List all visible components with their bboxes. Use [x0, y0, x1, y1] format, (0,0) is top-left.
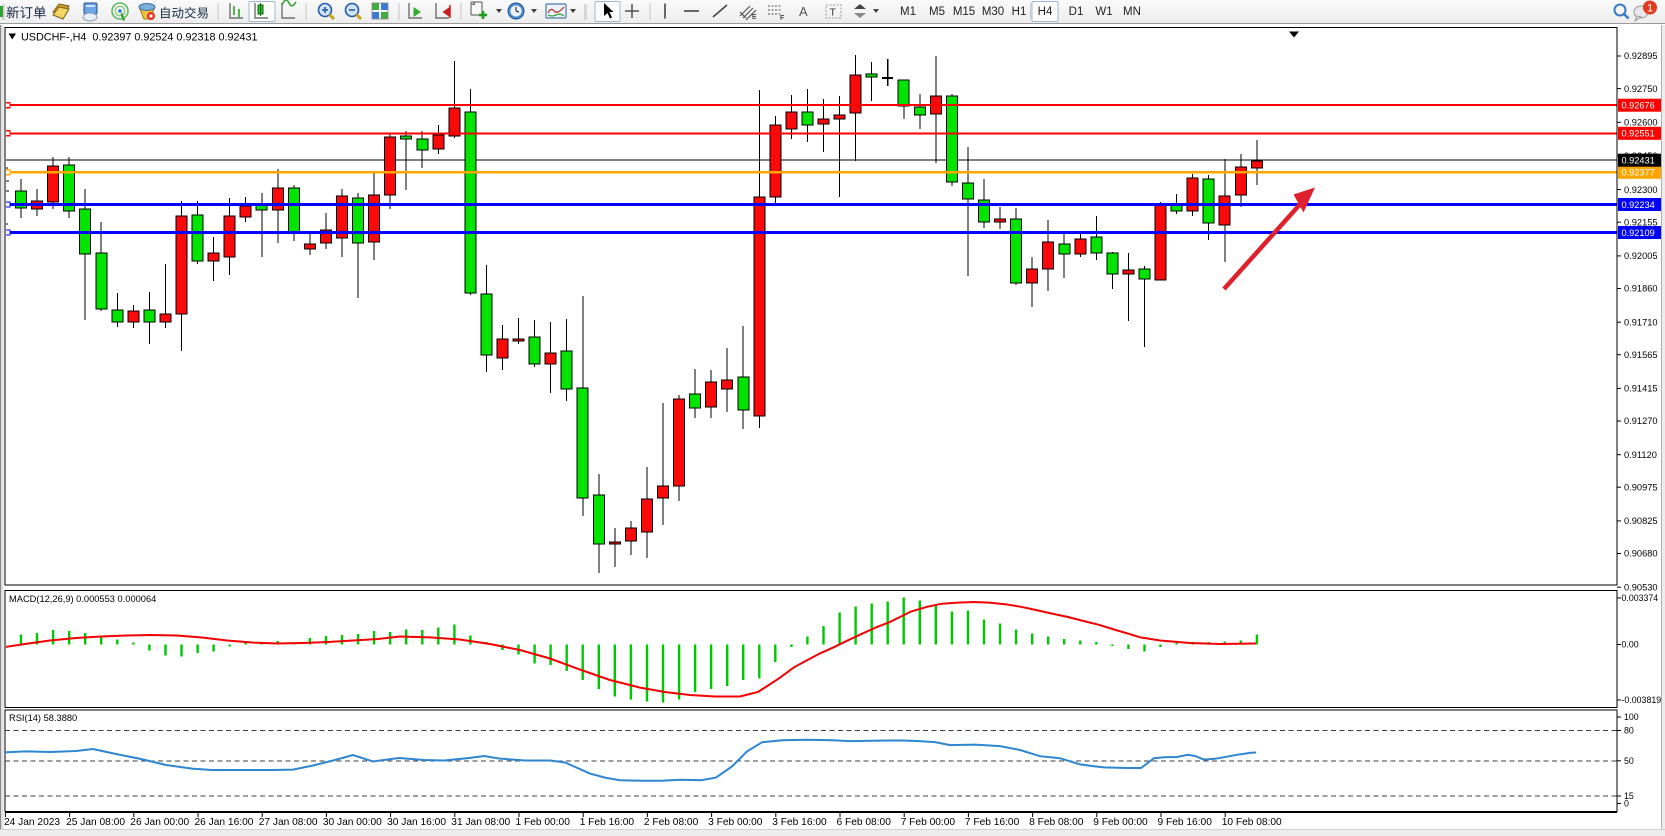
svg-text:0.92377: 0.92377	[1622, 168, 1655, 178]
svg-text:27 Jan 08:00: 27 Jan 08:00	[259, 817, 318, 828]
svg-text:M1: M1	[900, 6, 916, 18]
svg-text:0.92750: 0.92750	[1624, 84, 1658, 94]
svg-text:RSI(14) 58.3880: RSI(14) 58.3880	[9, 713, 77, 723]
svg-text:0.91270: 0.91270	[1624, 416, 1658, 426]
svg-text:24 Jan 2023: 24 Jan 2023	[4, 817, 60, 828]
svg-text:0.91415: 0.91415	[1624, 384, 1658, 394]
svg-text:7 Feb 16:00: 7 Feb 16:00	[965, 817, 1020, 828]
svg-text:W1: W1	[1095, 6, 1112, 18]
svg-text:1: 1	[1647, 3, 1653, 15]
svg-text:100: 100	[1624, 712, 1639, 722]
svg-text:6 Feb 08:00: 6 Feb 08:00	[837, 817, 892, 828]
svg-text:9 Feb 16:00: 9 Feb 16:00	[1158, 817, 1213, 828]
svg-text:0.91710: 0.91710	[1624, 317, 1658, 327]
svg-text:25 Jan 08:00: 25 Jan 08:00	[66, 817, 125, 828]
svg-text:0.92431: 0.92431	[1622, 156, 1655, 166]
svg-text:0.91120: 0.91120	[1624, 450, 1657, 460]
svg-text:0.90680: 0.90680	[1624, 549, 1658, 559]
svg-text:10 Feb 08:00: 10 Feb 08:00	[1222, 817, 1282, 828]
svg-text:0: 0	[1624, 799, 1629, 809]
svg-text:1 Feb 16:00: 1 Feb 16:00	[580, 817, 635, 828]
svg-text:M30: M30	[982, 6, 1004, 18]
svg-text:3 Feb 00:00: 3 Feb 00:00	[708, 817, 763, 828]
svg-text:H4: H4	[1038, 6, 1053, 18]
svg-text:M5: M5	[929, 6, 945, 18]
svg-text:-0.003819: -0.003819	[1622, 695, 1662, 705]
svg-text:0.90975: 0.90975	[1624, 482, 1658, 492]
svg-text:0.003374: 0.003374	[1622, 593, 1659, 603]
svg-text:M15: M15	[953, 6, 975, 18]
svg-text:0.92600: 0.92600	[1624, 118, 1658, 128]
svg-text:0.91860: 0.91860	[1624, 284, 1658, 294]
svg-text:3 Feb 16:00: 3 Feb 16:00	[772, 817, 827, 828]
svg-text:0.92300: 0.92300	[1624, 185, 1658, 195]
svg-text:0.92234: 0.92234	[1622, 200, 1655, 210]
svg-text:MACD(12,26,9) 0.000553 0.00006: MACD(12,26,9) 0.000553 0.000064	[9, 594, 156, 604]
svg-text:26 Jan 00:00: 26 Jan 00:00	[130, 817, 189, 828]
svg-text:1 Feb 00:00: 1 Feb 00:00	[516, 817, 571, 828]
svg-text:0.90530: 0.90530	[1624, 582, 1658, 592]
svg-text:A: A	[799, 4, 808, 19]
svg-text:F: F	[780, 15, 784, 22]
svg-text:0.90825: 0.90825	[1624, 516, 1658, 526]
svg-text:50: 50	[1624, 756, 1634, 766]
svg-text:2 Feb 08:00: 2 Feb 08:00	[644, 817, 699, 828]
svg-text:7 Feb 00:00: 7 Feb 00:00	[901, 817, 956, 828]
svg-text:8 Feb 08:00: 8 Feb 08:00	[1029, 817, 1084, 828]
svg-text:30 Jan 16:00: 30 Jan 16:00	[387, 817, 446, 828]
svg-text:E: E	[752, 14, 757, 21]
svg-text:26 Jan 16:00: 26 Jan 16:00	[195, 817, 254, 828]
svg-text:0.92551: 0.92551	[1622, 129, 1655, 139]
svg-text:0.91565: 0.91565	[1624, 350, 1658, 360]
svg-text:80: 80	[1624, 726, 1634, 736]
svg-text:0.92676: 0.92676	[1622, 101, 1655, 111]
svg-text:30 Jan 00:00: 30 Jan 00:00	[323, 817, 382, 828]
svg-text:0.92155: 0.92155	[1624, 217, 1658, 227]
svg-text:T: T	[830, 7, 837, 19]
svg-text:H1: H1	[1012, 6, 1027, 18]
svg-text:0.92109: 0.92109	[1622, 228, 1655, 238]
svg-text:USDCHF-,H4 0.92397 0.92524 0.: USDCHF-,H4 0.92397 0.92524 0.92318 0.924…	[21, 32, 258, 44]
svg-text:15: 15	[1624, 791, 1634, 801]
svg-text:31 Jan 08:00: 31 Jan 08:00	[451, 817, 510, 828]
svg-text:9 Feb 00:00: 9 Feb 00:00	[1093, 817, 1148, 828]
svg-text:0.00: 0.00	[1622, 640, 1639, 650]
svg-text:0.92895: 0.92895	[1624, 51, 1658, 61]
svg-text:D1: D1	[1069, 6, 1084, 18]
svg-text:MN: MN	[1123, 6, 1141, 18]
svg-text:0.92005: 0.92005	[1624, 251, 1658, 261]
